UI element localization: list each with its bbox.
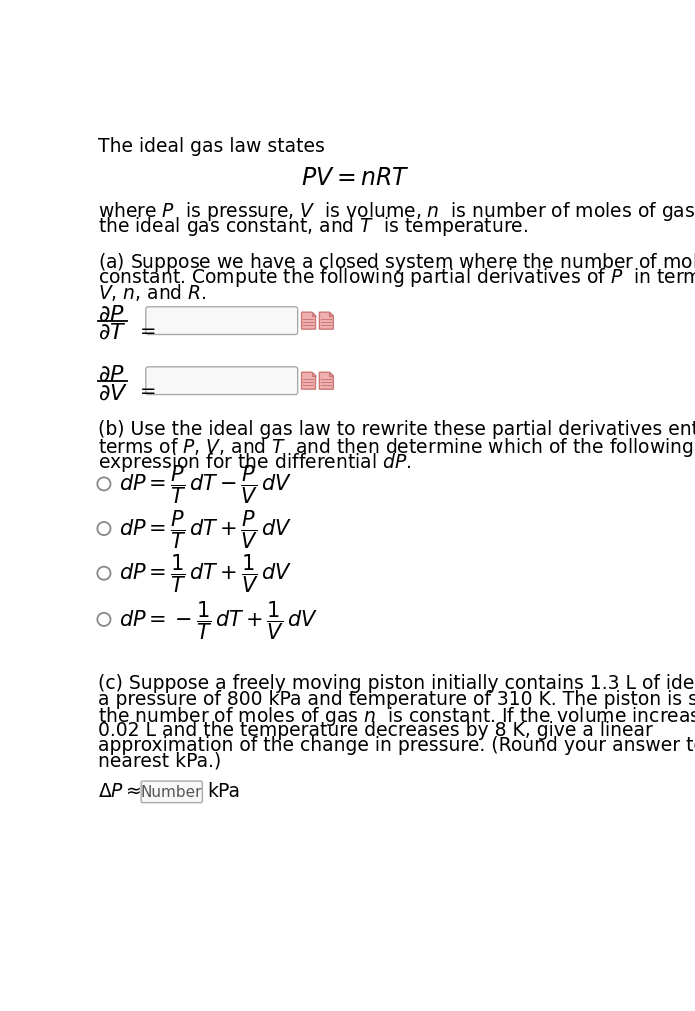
Text: $dP = \dfrac{1}{T}\,dT + \dfrac{1}{V}\,dV$: $dP = \dfrac{1}{T}\,dT + \dfrac{1}{V}\,d…	[120, 552, 293, 594]
Text: nearest kPa.): nearest kPa.)	[98, 750, 221, 769]
Circle shape	[97, 614, 111, 627]
Text: $dP = -\dfrac{1}{T}\,dT + \dfrac{1}{V}\,dV$: $dP = -\dfrac{1}{T}\,dT + \dfrac{1}{V}\,…	[120, 599, 318, 641]
Text: The ideal gas law states: The ideal gas law states	[98, 136, 325, 156]
Text: (c) Suppose a freely moving piston initially contains 1.3 L of ideal gas at: (c) Suppose a freely moving piston initi…	[98, 673, 695, 693]
Text: $=$: $=$	[136, 379, 156, 398]
Polygon shape	[329, 373, 334, 377]
Polygon shape	[320, 373, 334, 390]
Text: approximation of the change in pressure. (Round your answer to the: approximation of the change in pressure.…	[98, 735, 695, 754]
Text: where $\mathit{P}$  is pressure, $\mathit{V}$  is volume, $\mathit{n}$  is numbe: where $\mathit{P}$ is pressure, $\mathit…	[98, 200, 695, 222]
Text: $\partial V$: $\partial V$	[99, 383, 129, 402]
Polygon shape	[302, 312, 316, 330]
Text: 0.02 L and the temperature decreases by 8 K, give a linear: 0.02 L and the temperature decreases by …	[98, 720, 653, 739]
Circle shape	[97, 523, 111, 536]
Text: $\mathit{V}$, $\mathit{n}$, and $\mathit{R}$.: $\mathit{V}$, $\mathit{n}$, and $\mathit…	[98, 281, 206, 302]
Polygon shape	[329, 312, 334, 316]
Text: a pressure of 800 kPa and temperature of 310 K. The piston is sealed so: a pressure of 800 kPa and temperature of…	[98, 690, 695, 708]
Text: the number of moles of gas $\mathit{n}$  is constant. If the volume increases by: the number of moles of gas $\mathit{n}$ …	[98, 705, 695, 727]
Text: $\partial P$: $\partial P$	[99, 364, 125, 384]
Text: terms of $\mathit{P}$, $\mathit{V}$, and $\mathit{T}$  and then determine which : terms of $\mathit{P}$, $\mathit{V}$, and…	[98, 435, 695, 458]
Polygon shape	[311, 312, 316, 316]
Text: $dP = \dfrac{P}{T}\,dT + \dfrac{P}{V}\,dV$: $dP = \dfrac{P}{T}\,dT + \dfrac{P}{V}\,d…	[120, 508, 293, 550]
Polygon shape	[320, 312, 334, 330]
FancyBboxPatch shape	[146, 367, 297, 395]
Text: $\partial P$: $\partial P$	[99, 304, 125, 325]
Text: constant. Compute the following partial derivatives of $\mathit{P}$  in terms of: constant. Compute the following partial …	[98, 266, 695, 289]
Polygon shape	[302, 373, 316, 390]
Text: the ideal gas constant, and $\mathit{T}$  is temperature.: the ideal gas constant, and $\mathit{T}$…	[98, 215, 528, 239]
Text: (a) Suppose we have a closed system where the number of moles $\mathit{n}$  is: (a) Suppose we have a closed system wher…	[98, 251, 695, 274]
Text: $dP = \dfrac{P}{T}\,dT - \dfrac{P}{V}\,dV$: $dP = \dfrac{P}{T}\,dT - \dfrac{P}{V}\,d…	[120, 463, 293, 506]
Text: expression for the differential $\mathit{dP}$.: expression for the differential $\mathit…	[98, 451, 411, 473]
Text: $\mathit{PV} = \mathit{nRT}$: $\mathit{PV} = \mathit{nRT}$	[302, 166, 410, 190]
Circle shape	[97, 478, 111, 491]
Text: $\partial T$: $\partial T$	[99, 323, 127, 343]
FancyBboxPatch shape	[146, 307, 297, 336]
Circle shape	[97, 567, 111, 580]
Polygon shape	[311, 373, 316, 377]
Text: Number: Number	[141, 785, 202, 800]
Text: kPa: kPa	[207, 782, 240, 801]
Text: $=$: $=$	[136, 319, 156, 339]
Text: (b) Use the ideal gas law to rewrite these partial derivatives entirely in: (b) Use the ideal gas law to rewrite the…	[98, 420, 695, 439]
FancyBboxPatch shape	[141, 782, 202, 803]
Text: $\Delta P \approx$: $\Delta P \approx$	[98, 782, 141, 801]
